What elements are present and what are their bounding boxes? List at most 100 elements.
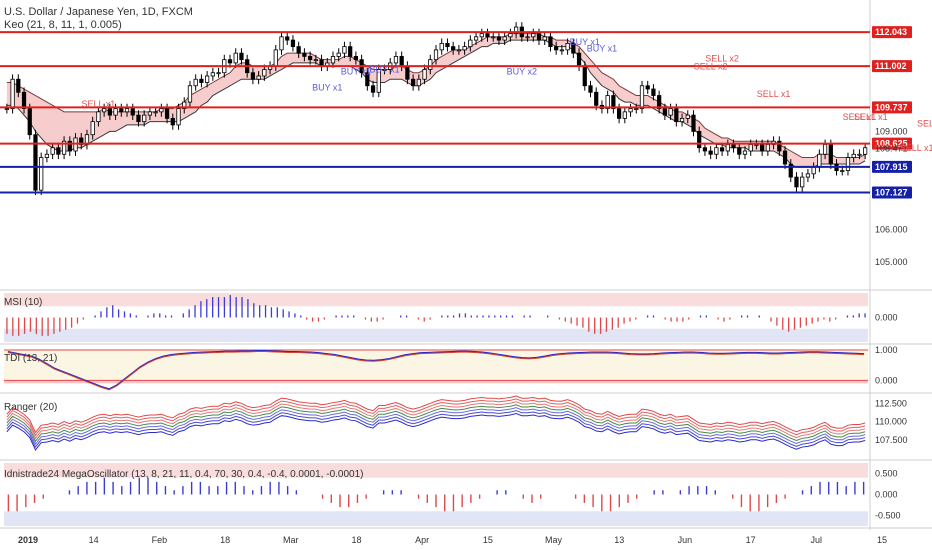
ranger-pane-label: Ranger (20) (4, 402, 58, 413)
sell-signal-label: SELL x1 (900, 143, 932, 153)
candle (250, 72, 256, 80)
buy-signal-label: BUY x1 (587, 44, 617, 54)
candle (765, 144, 770, 152)
time-axis-tick: Feb (152, 535, 168, 545)
mega-axis-tick: -0.500 (875, 511, 901, 521)
candle (21, 91, 27, 109)
mega-lower-band (4, 511, 868, 526)
mega-upper-band (4, 463, 868, 478)
time-axis-tick: 2019 (18, 535, 38, 545)
candle (817, 153, 822, 168)
candle (353, 56, 359, 61)
candle (216, 72, 221, 75)
candle (742, 150, 748, 155)
candle (399, 56, 404, 67)
sell-signal-label: SELL x1 (757, 89, 791, 99)
level-price-label: 109.737 (875, 102, 908, 112)
msi-pane-label: MSI (10) (4, 297, 43, 308)
candle (370, 85, 376, 93)
candle (107, 108, 112, 116)
candle (536, 33, 542, 41)
candle (376, 69, 381, 93)
candle (439, 42, 444, 51)
tdi-axis-tick: 0.000 (875, 375, 898, 385)
candle (840, 170, 845, 172)
candle (10, 78, 15, 109)
sell-signal-label: SELL x2 (917, 119, 932, 129)
candle (782, 150, 788, 165)
time-axis-tick: 18 (351, 535, 361, 545)
candle (594, 91, 599, 106)
candle (588, 85, 593, 93)
candle (822, 144, 828, 155)
candle (285, 36, 290, 41)
time-axis-tick: 15 (483, 535, 493, 545)
candle (187, 85, 193, 103)
tdi-line (7, 350, 865, 390)
candle (863, 147, 868, 155)
candle (548, 36, 553, 48)
candle (542, 36, 547, 41)
candle (513, 26, 519, 34)
candle (508, 33, 513, 38)
candle (794, 176, 799, 188)
tdi-mid-band (4, 350, 868, 381)
candle (662, 108, 667, 116)
candle (691, 114, 696, 132)
last-price-label: 108.471 (875, 144, 908, 154)
ranger-band-line (6, 398, 866, 437)
candle (628, 108, 633, 113)
candle (113, 108, 118, 116)
candle (777, 140, 782, 152)
time-axis-tick: Jul (811, 535, 823, 545)
mega-axis-tick: 0.000 (875, 490, 898, 500)
candle (731, 144, 736, 149)
candle (760, 144, 765, 152)
candle (828, 144, 833, 165)
candle (622, 111, 627, 119)
candle (119, 108, 124, 113)
candle (365, 72, 370, 87)
candle (330, 56, 336, 64)
candle (405, 65, 410, 80)
price-axis-tick: 106.000 (875, 224, 908, 234)
candle (410, 78, 416, 87)
candle (845, 157, 851, 171)
candle (170, 117, 175, 126)
candle (4, 108, 9, 110)
buy-signal-label: BUY x2 (507, 66, 537, 76)
ranger-band-line (6, 410, 866, 449)
level-price-tag (872, 60, 912, 73)
candle (708, 150, 713, 155)
candle (124, 108, 130, 113)
candle (714, 147, 719, 155)
candle (748, 144, 753, 152)
candle (96, 111, 101, 123)
candle (153, 111, 158, 114)
candle (33, 134, 38, 191)
sell-signal-label: SELL x1 (82, 99, 116, 109)
time-axis-tick: 15 (877, 535, 887, 545)
candle (634, 108, 639, 110)
level-price-label: 108.625 (875, 139, 908, 149)
candle (800, 176, 805, 188)
level-price-label: 107.127 (875, 188, 908, 198)
msi-lower-band (4, 328, 868, 342)
ranger-axis-tick: 110.000 (875, 417, 907, 427)
candle (611, 95, 616, 109)
ranger-band-line (6, 407, 866, 446)
candle (605, 95, 610, 109)
time-axis-tick: May (545, 535, 563, 545)
candle (502, 36, 507, 41)
candle (39, 157, 44, 191)
candle (451, 46, 456, 51)
level-price-label: 112.043 (875, 27, 907, 37)
candle (788, 163, 793, 178)
candle (565, 42, 570, 51)
candle (674, 108, 679, 123)
candle (428, 59, 433, 70)
candle (130, 108, 135, 116)
candle (210, 72, 215, 77)
candle (382, 69, 387, 71)
